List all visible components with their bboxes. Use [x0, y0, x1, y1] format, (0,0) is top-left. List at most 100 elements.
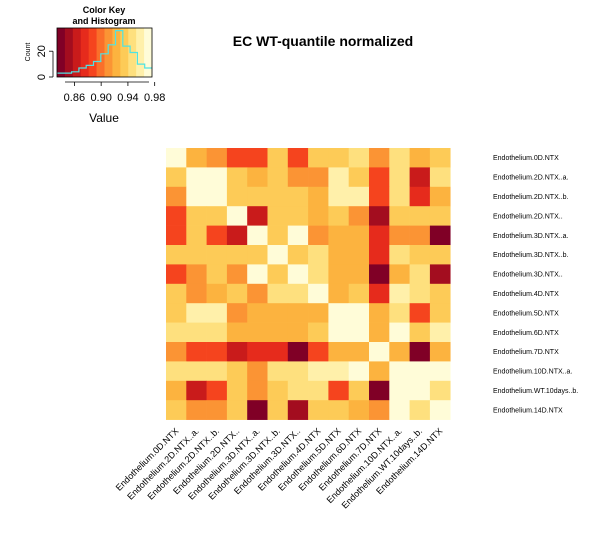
heatmap-cell [186, 206, 207, 226]
heatmap-cell [287, 225, 309, 246]
heatmap-cell [287, 264, 309, 285]
color-key-ylabel: Count [25, 43, 32, 62]
color-key: Color Key and Histogram 0.86 0.90 0.94 0.98… [25, 5, 165, 125]
heatmap-cell [226, 148, 248, 168]
heatmap-cell [206, 400, 228, 420]
heatmap-cell [287, 186, 309, 207]
heatmap-cell [308, 225, 329, 246]
color-key-x-axis: 0.86 0.90 0.94 0.98 [64, 81, 165, 104]
heatmap-cell [267, 283, 289, 304]
heatmap-cell [247, 264, 268, 285]
heatmap-cell [389, 245, 410, 265]
heatmap-cell [409, 264, 431, 285]
heatmap-cell [328, 148, 350, 168]
heatmap-cell [166, 380, 187, 401]
heatmap-cell [267, 225, 289, 246]
heatmap-cell [409, 245, 431, 265]
heatmap-cell [369, 342, 390, 362]
color-key-xlabel: Value [89, 111, 119, 125]
row-label: Endothelium.WT.10days..b. [493, 388, 578, 395]
heatmap-cell [247, 380, 268, 401]
heatmap-cell [287, 167, 309, 188]
heatmap-cell [287, 322, 309, 343]
heatmap-cell [226, 186, 248, 207]
heatmap-cell [206, 283, 228, 304]
heatmap-cell [267, 186, 289, 207]
heatmap-cell [328, 225, 350, 246]
heatmap-cell [389, 342, 410, 362]
heatmap-cell [308, 167, 329, 188]
heatmap-cell [166, 400, 187, 420]
heatmap-cell [267, 264, 289, 285]
heatmap-cell [206, 303, 228, 323]
heatmap-cell [226, 225, 248, 246]
heatmap-cell [328, 342, 350, 362]
heatmap-cell [389, 400, 410, 420]
heatmap-cell [328, 400, 350, 420]
row-label: Endothelium.14D.NTX [493, 407, 563, 414]
row-label: Endothelium.5D.NTX [493, 310, 559, 317]
heatmap-cell [186, 400, 207, 420]
heatmap-cell [308, 206, 329, 226]
heatmap-cell [166, 283, 187, 304]
heatmap-cell [186, 245, 207, 265]
heatmap-cell [389, 283, 410, 304]
heatmap-cell [206, 206, 228, 226]
heatmap-cell [348, 225, 370, 246]
heatmap-cell [389, 322, 410, 343]
heatmap-cell [328, 380, 350, 401]
heatmap-cell [369, 206, 390, 226]
heatmap-cell [186, 380, 207, 401]
heatmap-cell [328, 322, 350, 343]
heatmap-cell [186, 186, 207, 207]
heatmap-cell [166, 264, 187, 285]
heatmap-cell [348, 342, 370, 362]
heatmap-cell [328, 303, 350, 323]
color-key-x-tick-label: 0.90 [90, 92, 111, 104]
color-key-title-line1: Color Key [83, 5, 126, 15]
row-label: Endothelium.10D.NTX..a. [493, 369, 572, 376]
heatmap-cell [409, 342, 431, 362]
heatmap-cell [226, 283, 248, 304]
heatmap-cell [429, 167, 451, 188]
heatmap-cell [429, 245, 451, 265]
heatmap-cell [287, 148, 309, 168]
heatmap-cell [267, 322, 289, 343]
heatmap-cell [166, 206, 187, 226]
heatmap-cell [287, 400, 309, 420]
heatmap-cell [247, 186, 268, 207]
heatmap-cell [369, 303, 390, 323]
heatmap-cell [308, 380, 329, 401]
heatmap-cell [186, 225, 207, 246]
heatmap-cell [369, 245, 390, 265]
heatmap-cell [429, 186, 451, 207]
heatmap-cell [369, 283, 390, 304]
heatmap-cell [267, 400, 289, 420]
heatmap-cell [429, 206, 451, 226]
heatmap-cell [247, 303, 268, 323]
heatmap-cell [226, 167, 248, 188]
heatmap-cell [267, 380, 289, 401]
heatmap-cell [429, 322, 451, 343]
heatmap-cell [369, 380, 390, 401]
heatmap-cell [409, 322, 431, 343]
heatmap-cell [226, 245, 248, 265]
heatmap-cell [389, 225, 410, 246]
heatmap-cell [308, 264, 329, 285]
heatmap-cell [287, 206, 309, 226]
heatmap-cell [206, 322, 228, 343]
heatmap-cell [206, 264, 228, 285]
color-key-histogram-line [57, 30, 152, 74]
heatmap-cell [328, 245, 350, 265]
heatmap-cell [166, 225, 187, 246]
color-key-swatch [120, 28, 129, 77]
heatmap-cell [247, 245, 268, 265]
color-key-swatch [80, 28, 90, 77]
heatmap-cell [166, 342, 187, 362]
heatmap-cell [348, 245, 370, 265]
color-key-gradient [57, 28, 153, 77]
heatmap-cell [328, 167, 350, 188]
heatmap-cell [206, 225, 228, 246]
chart-title: EC WT-quantile normalized [233, 33, 413, 49]
